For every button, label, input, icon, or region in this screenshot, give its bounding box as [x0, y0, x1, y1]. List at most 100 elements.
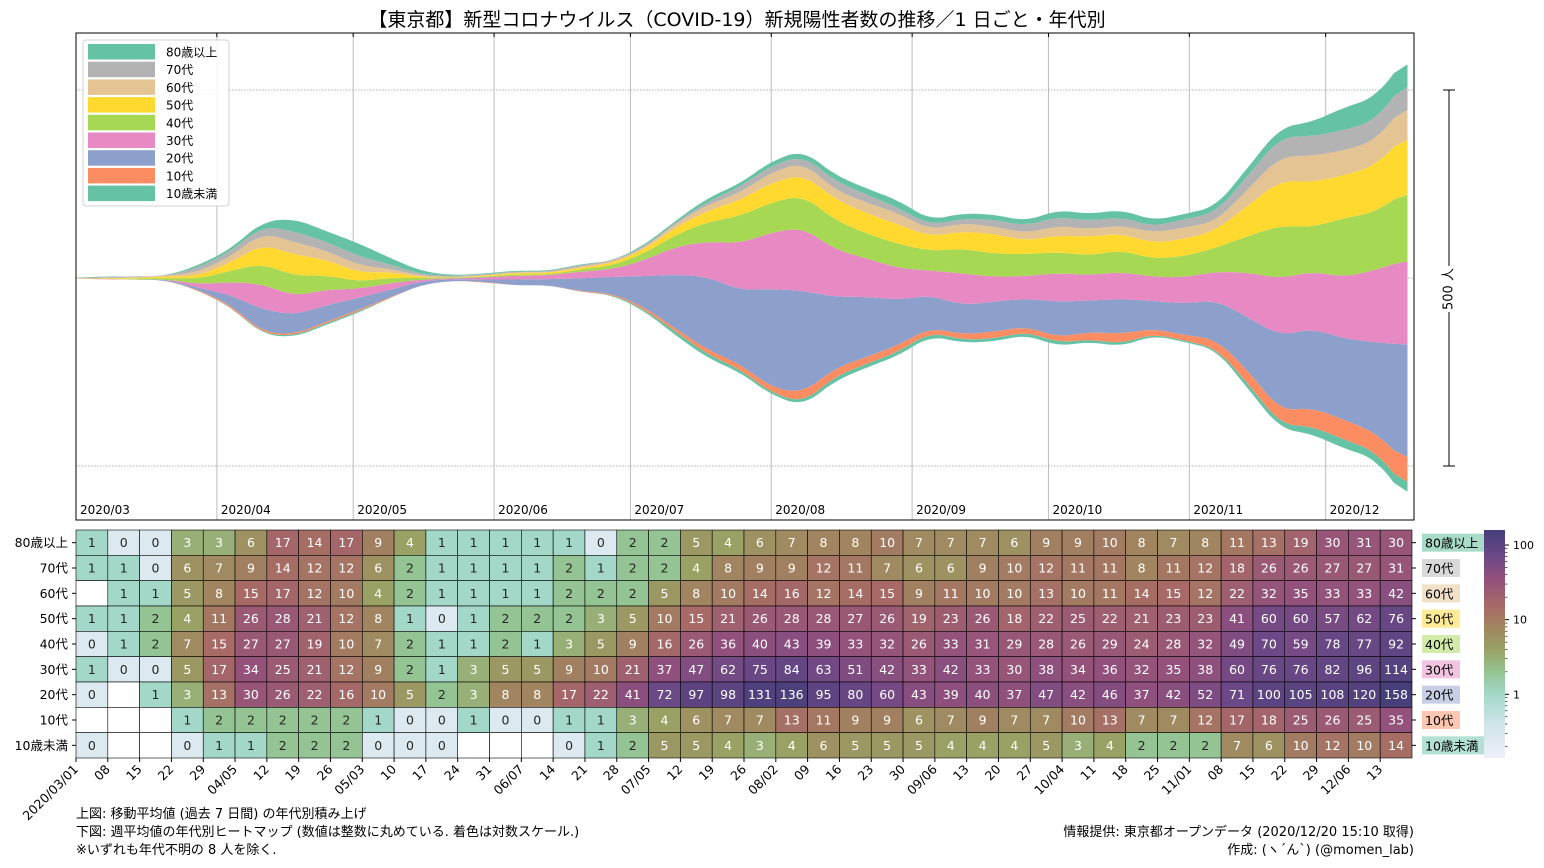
heatmap-cell	[711, 732, 745, 759]
heatmap-cell	[107, 529, 140, 556]
heatmap-value: 34	[243, 662, 259, 677]
heatmap-cell	[743, 529, 777, 556]
legend-swatch	[88, 44, 155, 60]
heatmap-value: 10	[1102, 535, 1118, 550]
heatmap-cell	[1220, 681, 1254, 708]
heatmap-value: 21	[307, 611, 323, 626]
heatmap-cell	[584, 555, 618, 581]
heatmap-value: 9	[629, 637, 637, 652]
week-label: 12	[664, 762, 686, 784]
heatmap-value: 28	[1165, 637, 1181, 652]
heatmap-value: 4	[692, 561, 700, 576]
heatmap-value: 21	[720, 611, 736, 626]
heatmap-value: 6	[1265, 738, 1273, 753]
heatmap-value: 12	[1197, 561, 1213, 576]
heatmap-cell	[1061, 580, 1095, 607]
heatmap-value: 0	[565, 738, 573, 753]
heatmap-value: 5	[915, 738, 923, 753]
week-label: 05/03	[331, 762, 367, 798]
heatmap-value: 3	[597, 611, 605, 626]
heatmap-value: 6	[915, 713, 923, 728]
heatmap-cell	[330, 580, 363, 607]
heatmap-cell	[1348, 605, 1381, 632]
heatmap-cell	[1316, 732, 1349, 759]
heatmap-value: 2	[406, 586, 414, 601]
heatmap-cell	[648, 529, 681, 556]
heatmap-cell	[425, 732, 459, 759]
heatmap-cell	[139, 681, 172, 708]
heatmap-cell	[1252, 555, 1286, 581]
area-series-4	[76, 194, 1408, 294]
heatmap-value: 0	[152, 662, 160, 677]
heatmap-value: 62	[1356, 611, 1372, 626]
heatmap-value: 42	[1165, 687, 1181, 702]
heatmap-value: 41	[1229, 611, 1245, 626]
heatmap-value: 13	[1102, 713, 1118, 728]
heatmap-value: 1	[120, 611, 128, 626]
heatmap-cell	[330, 631, 363, 657]
legend-label: 50代	[166, 99, 193, 113]
heatmap-value: 15	[211, 637, 227, 652]
heatmap-cell	[839, 605, 872, 632]
footnote-line: 上図: 移動平均値 (過去 7 日間) の年代別積み上げ	[76, 807, 367, 822]
heatmap-cell	[361, 529, 395, 556]
heatmap-cell	[711, 580, 745, 607]
heatmap-value: 7	[756, 713, 764, 728]
heatmap-value: 6	[915, 561, 923, 576]
heatmap-value: 2	[565, 561, 573, 576]
heatmap-cell	[711, 529, 745, 556]
heatmap-cell	[870, 732, 904, 759]
row-label-right-bg	[1422, 685, 1460, 704]
footnotes-left: 上図: 移動平均値 (過去 7 日間) の年代別積み上げ 下図: 週平均値の年代…	[76, 806, 579, 860]
heatmap-value: 1	[470, 535, 478, 550]
heatmap-cell	[934, 631, 967, 657]
heatmap-value: 2	[533, 611, 541, 626]
heatmap-cell	[1125, 656, 1158, 683]
month-label: 2020/03	[80, 503, 130, 517]
heatmap-cell	[1379, 681, 1413, 708]
heatmap-value: 2	[311, 713, 319, 728]
row-label-right-bg	[1422, 584, 1460, 603]
heatmap-value: 9	[883, 713, 891, 728]
heatmap-value: 1	[215, 738, 223, 753]
week-label: 17	[409, 762, 431, 784]
heatmap-value: 37	[1006, 687, 1022, 702]
heatmap-value: 0	[152, 535, 160, 550]
heatmap-cell	[648, 555, 681, 581]
heatmap-value: 1	[533, 586, 541, 601]
week-label: 08	[1204, 761, 1226, 783]
heatmap-value: 98	[720, 687, 736, 702]
heatmap-cell	[171, 631, 204, 657]
heatmap-value: 2	[342, 738, 350, 753]
heatmap-cell	[998, 529, 1031, 556]
row-label-right: 20代	[1425, 688, 1454, 703]
heatmap-value: 33	[975, 662, 991, 677]
heatmap-value: 1	[470, 561, 478, 576]
week-label: 10	[377, 761, 399, 783]
week-label: 2020/03/01	[20, 762, 82, 824]
heatmap-cell	[1284, 605, 1317, 632]
heatmap-value: 9	[979, 561, 987, 576]
row-label-left: 30代	[40, 662, 69, 677]
heatmap-value: 38	[1197, 662, 1213, 677]
heatmap-value: 75	[752, 662, 768, 677]
heatmap-cell	[998, 631, 1031, 657]
heatmap-cell	[1252, 707, 1286, 733]
heatmap-value: 1	[152, 687, 160, 702]
heatmap-cell	[425, 707, 459, 733]
heatmap-cell	[711, 605, 745, 632]
heatmap-value: 7	[1169, 713, 1177, 728]
heatmap-cell	[616, 529, 649, 556]
heatmap-cell	[1284, 656, 1317, 683]
heatmap-cell	[711, 656, 745, 683]
colorbar-tick-label: 1	[1513, 688, 1520, 701]
heatmap-value: 136	[780, 687, 804, 702]
heatmap-value: 1	[438, 662, 446, 677]
heatmap-value: 11	[211, 611, 227, 626]
week-label: 16	[823, 761, 845, 783]
heatmap-value: 37	[657, 662, 673, 677]
heatmap-value: 28	[275, 611, 291, 626]
heatmap-value: 26	[243, 611, 259, 626]
heatmap-value: 26	[975, 611, 991, 626]
heatmap-cell	[839, 656, 872, 683]
